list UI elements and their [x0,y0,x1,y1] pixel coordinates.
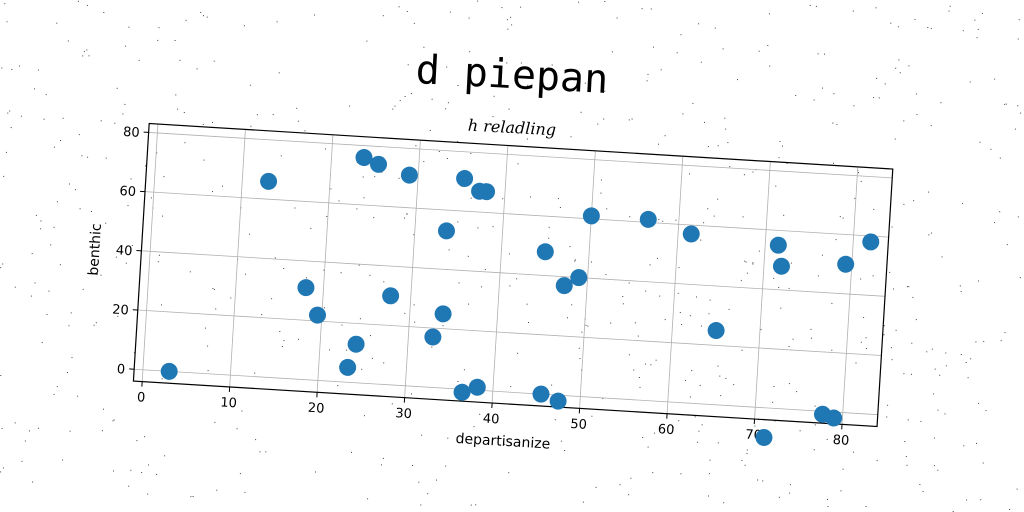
data-point [297,279,315,297]
y-tick-label: 80 [123,125,140,141]
data-point [837,255,855,273]
data-point [382,287,400,305]
data-point [825,409,843,427]
x-tick-label: 60 [657,422,674,438]
data-point [260,172,278,190]
data-point [755,428,773,446]
data-point [555,277,573,295]
y-tick-label: 20 [112,302,129,318]
y-gridline [137,309,882,356]
data-points [160,149,880,446]
data-point [434,305,452,323]
y-axis-label: benthic [86,223,105,276]
data-point [424,328,442,346]
data-point [570,269,588,287]
data-point [400,166,418,184]
data-point [309,306,327,324]
y-tick-label: 0 [116,362,125,377]
data-point [682,225,700,243]
x-gridline [491,145,509,404]
x-gridline [841,166,859,425]
x-tick-label: 30 [395,406,412,422]
y-tick-label: 60 [119,184,136,200]
x-tick-label: 10 [220,395,237,411]
data-point [456,170,474,188]
data-point [453,383,471,401]
data-point [437,222,455,240]
x-gridline [316,134,334,393]
x-tick-label: 40 [482,411,499,427]
x-tick-label: 50 [570,417,587,433]
data-point [339,358,357,376]
data-point [582,207,600,225]
y-gridline [148,132,893,179]
x-axis-label: departisanize [455,431,551,453]
x-gridline [579,150,596,409]
data-point [532,385,550,403]
y-gridline [141,250,886,297]
x-gridline [404,140,421,398]
grid-lines [134,124,893,425]
x-tick-label: 0 [137,390,146,405]
x-tick-label: 20 [307,401,324,417]
x-gridline [141,124,159,382]
data-point [347,335,365,353]
data-point [707,322,725,340]
y-gridline [134,368,878,416]
x-gridline [666,156,684,414]
data-point [355,149,373,167]
data-point [370,155,388,173]
data-point [536,243,554,261]
data-point [772,257,790,275]
data-point [769,236,787,254]
data-point [478,183,496,201]
y-gridline [144,191,889,238]
data-point [862,233,880,251]
plot-frame [132,122,894,428]
x-gridline [754,161,771,420]
y-tick-label: 40 [115,243,132,259]
data-point [639,210,657,228]
data-point [468,378,486,396]
data-point [160,362,178,380]
data-point [549,392,567,410]
x-gridline [229,129,246,387]
x-tick-label: 80 [832,433,849,449]
